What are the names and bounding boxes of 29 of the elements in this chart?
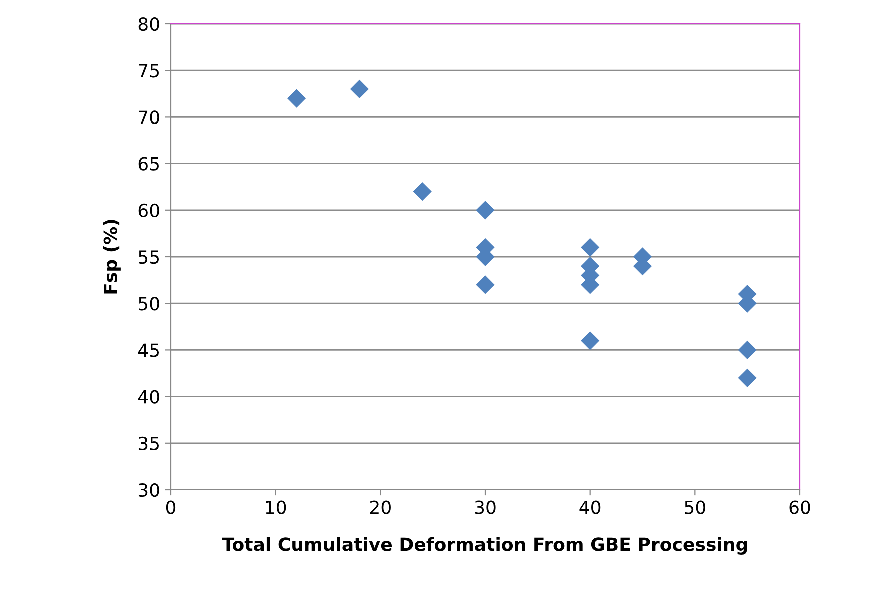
- y-tick-label: 50: [139, 297, 160, 311]
- y-tick-label: 65: [138, 157, 160, 171]
- x-tick-label: 60: [790, 500, 810, 514]
- y-tick-label: 30: [138, 483, 160, 498]
- x-tick-label: 40: [580, 500, 601, 514]
- point: [350, 80, 370, 99]
- x-tick-label: 10: [266, 500, 286, 514]
- x-tick-label: 0: [166, 500, 176, 514]
- point: [581, 332, 600, 350]
- point: [287, 89, 306, 108]
- y-tick-label: 80: [138, 17, 160, 32]
- y-tick-label: 35: [138, 436, 160, 451]
- x-tick-label: 20: [370, 500, 391, 514]
- point: [738, 368, 757, 388]
- point: [581, 238, 600, 257]
- y-tick-label: 55: [139, 250, 160, 264]
- point: [476, 201, 495, 220]
- y-axis-title: Fsp (%): [103, 220, 121, 294]
- x-tick-label: 30: [475, 500, 496, 514]
- y-tick-label: 60: [138, 204, 160, 218]
- y-tick-label: 45: [138, 344, 160, 358]
- y-tick-label: 75: [139, 64, 160, 78]
- x-axis-title: Total Cumulative Deformation From GBE Processing: [222, 537, 748, 555]
- y-tick-label: 40: [138, 390, 160, 404]
- point: [413, 182, 432, 202]
- y-tick-label: 70: [139, 110, 160, 124]
- x-tick-label: 50: [685, 500, 706, 514]
- point: [476, 276, 495, 294]
- point: [738, 340, 757, 360]
